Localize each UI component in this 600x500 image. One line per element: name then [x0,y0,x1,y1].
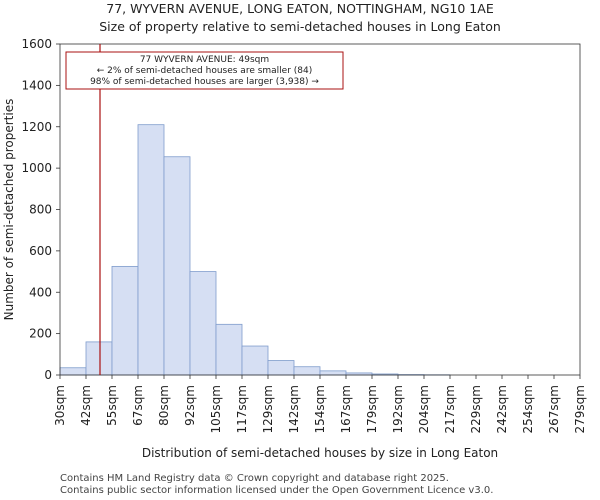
x-tick-label: 254sqm [521,385,535,433]
histogram-bar [241,345,269,376]
annotation-line: ← 2% of semi-detached houses are smaller… [97,66,313,76]
chart-subtitle: Size of property relative to semi-detach… [99,19,501,34]
y-tick-label: 1600 [21,37,52,51]
annotation-line: 98% of semi-detached houses are larger (… [90,77,319,87]
y-tick-label: 600 [29,244,52,258]
y-tick-label: 200 [29,327,52,341]
x-tick-label: 105sqm [209,385,223,433]
x-tick-label: 154sqm [313,385,327,433]
y-tick-label: 1200 [21,120,52,134]
x-tick-label: 279sqm [573,385,587,433]
y-tick-label: 0 [44,368,52,382]
histogram-bar [85,341,113,376]
x-axis-title: Distribution of semi-detached houses by … [142,446,498,460]
x-tick-label: 67sqm [131,385,145,426]
x-tick-label: 142sqm [287,385,301,433]
x-tick-label: 267sqm [547,385,561,433]
x-tick-label: 204sqm [417,385,431,433]
x-tick-label: 217sqm [443,385,457,433]
annotation-line: 77 WYVERN AVENUE: 49sqm [140,55,269,65]
annotation-box [65,51,344,90]
y-tick-label: 800 [29,203,52,217]
histogram-bar [189,271,217,376]
x-tick-label: 30sqm [53,385,67,426]
x-tick-label: 55sqm [105,385,119,426]
histogram-bar [319,370,347,376]
histogram-bar [293,366,321,376]
footer-line-1: Contains HM Land Registry data © Crown c… [60,473,449,484]
x-tick-label: 242sqm [495,385,509,433]
histogram-bar [215,323,243,376]
x-tick-label: 129sqm [261,385,275,433]
x-tick-label: 192sqm [391,385,405,433]
y-tick-label: 1400 [21,78,52,92]
footer-line-2: Contains public sector information licen… [60,485,494,496]
histogram-bar [163,156,191,376]
y-tick-label: 1000 [21,161,52,175]
x-tick-label: 117sqm [235,385,249,433]
histogram-bar [267,360,295,376]
y-tick-label: 400 [29,285,52,299]
x-tick-label: 179sqm [365,385,379,433]
y-axis-title: Number of semi-detached properties [2,99,16,321]
x-tick-label: 42sqm [79,385,93,426]
x-tick-label: 229sqm [469,385,483,433]
x-tick-label: 92sqm [183,385,197,426]
x-tick-label: 167sqm [339,385,353,433]
x-tick-label: 80sqm [157,385,171,426]
histogram-bar [59,367,87,376]
chart-title: 77, WYVERN AVENUE, LONG EATON, NOTTINGHA… [106,1,494,16]
histogram-bar [111,265,139,376]
histogram-bar [137,124,165,376]
